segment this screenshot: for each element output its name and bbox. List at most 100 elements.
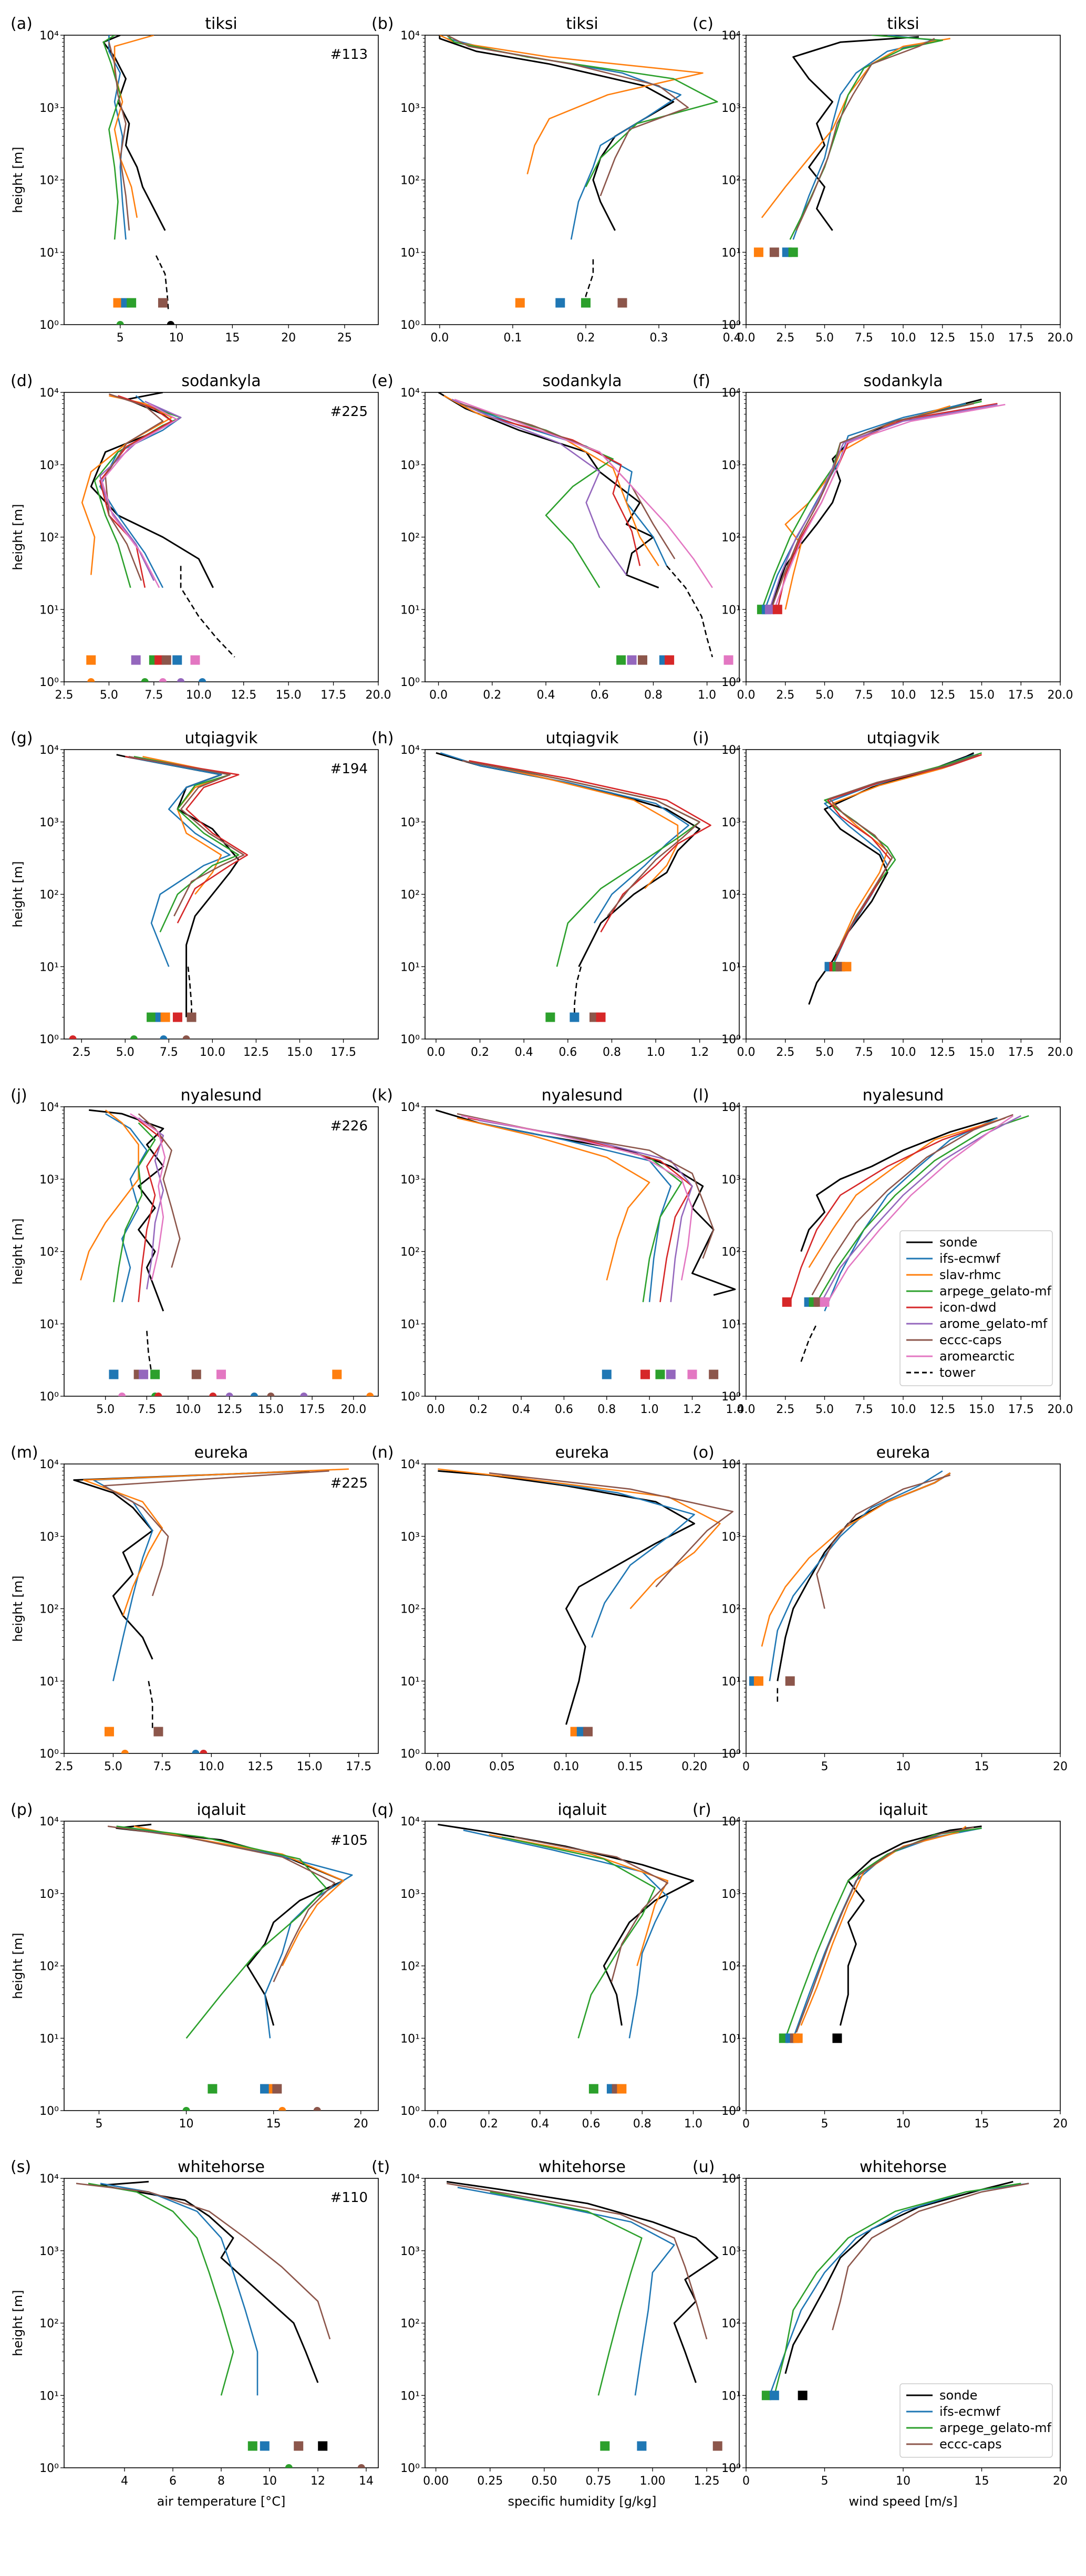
panel-d: 10⁰ 10¹ 10² 10³ 10⁴ height [m] 2.5 5.0 7.5 10.0 12…	[11, 372, 391, 702]
x-tick-label: 5.0	[815, 689, 834, 702]
surface-marker-arpege_gelato-mf	[147, 1012, 157, 1022]
series-line-ifs-ecmwf	[125, 756, 231, 967]
panel-title: sodankyla	[181, 372, 261, 390]
x-tick-label: 5.0	[815, 1046, 834, 1059]
series-line-ifs-ecmwf	[108, 35, 127, 240]
panel-frame	[425, 392, 740, 682]
x-tick-label: 0.0	[737, 1403, 756, 1416]
x-tick-label: 14	[359, 2475, 374, 2488]
sample-count: #194	[330, 761, 368, 777]
y-tick-label: 10¹	[39, 1675, 59, 1688]
y-tick-label: 10⁰	[400, 2462, 420, 2475]
panel-title: nyalesund	[863, 1086, 944, 1105]
x-tick-label: 0.2	[480, 2117, 498, 2131]
x-tick-label: 12.5	[216, 1403, 242, 1416]
surface-marker-eccc-caps	[153, 1727, 163, 1737]
series-line-sonde	[438, 1470, 696, 1725]
x-tick-label: 7.5	[153, 1760, 171, 1773]
panel-title: utqiagvik	[545, 729, 619, 747]
y-tick-label: 10³	[400, 816, 420, 829]
y-tick-label: 10⁰	[721, 2462, 741, 2475]
series-line-eccc-caps	[829, 754, 979, 954]
series-line-arpege_gelato-mf	[88, 2183, 234, 2396]
y-axis-label: height [m]	[11, 1575, 25, 1642]
panel-title: iqaluit	[878, 1801, 927, 1819]
panel-f: 10⁰ 10¹ 10² 10³ 10⁴ 0.0 2.5 5.0 7.5 10.0 12.5 15.0 1…	[692, 372, 1073, 702]
y-tick-label: 10³	[39, 1173, 59, 1187]
x-tick-label: 15.0	[258, 1403, 284, 1416]
y-tick-label: 10⁴	[39, 744, 59, 757]
y-tick-label: 10⁰	[721, 2105, 741, 2118]
y-tick-label: 10⁴	[39, 2173, 59, 2186]
sample-count: #225	[330, 1476, 368, 1491]
y-tick-label: 10³	[721, 1531, 741, 1544]
panel-label: (p)	[11, 1801, 33, 1819]
y-tick-label: 10²	[400, 532, 420, 545]
x-tick-label: 20	[354, 2117, 368, 2131]
surface-marker-icon-dwd	[209, 1393, 217, 1396]
y-tick-label: 10⁰	[39, 1390, 59, 1404]
surface-marker-ifs-ecmwf	[769, 2391, 779, 2401]
surface-marker-aromearctic	[216, 1369, 226, 1379]
series-group	[753, 35, 950, 257]
series-line-slav-rhmc	[443, 395, 659, 567]
x-tick-label: 2.5	[776, 689, 794, 702]
y-tick-label: 10³	[721, 2245, 741, 2258]
panel-q: 10⁰ 10¹ 10² 10³ 10⁴ 0.0 0.2 0.4 0.6 0.8 1.0 (q) iqal…	[371, 1801, 740, 2131]
x-tick-label: 20.0	[1048, 1046, 1073, 1059]
surface-marker-arome_gelato-mf	[764, 605, 774, 615]
y-tick-label: 10⁴	[39, 29, 59, 43]
series-line-slav-rhmc	[80, 1109, 139, 1281]
series-line-arpege_gelato-mf	[784, 1827, 982, 2039]
legend-entry: ifs-ecmwf	[939, 2404, 1000, 2419]
x-tick-label: 0.1	[503, 331, 522, 345]
y-tick-label: 10¹	[39, 1318, 59, 1331]
y-tick-label: 10⁴	[39, 1458, 59, 1471]
x-tick-label: 10	[262, 2475, 277, 2488]
surface-marker-slav-rhmc	[113, 298, 123, 308]
surface-marker-eccc-caps	[158, 298, 168, 308]
surface-marker-eccc-caps	[785, 1676, 795, 1686]
x-tick-label: 12.5	[231, 689, 256, 702]
series-line-arpege_gelato-mf	[116, 1825, 327, 2039]
panel-b: 10⁰ 10¹ 10² 10³ 10⁴ 0.0 0.1 0.2 0.3 0.4 (b) tiksi	[371, 15, 741, 345]
series-group	[102, 35, 174, 325]
series-group	[438, 1468, 734, 1737]
surface-marker-arpege_gelato-mf	[208, 2084, 218, 2094]
surface-marker-arpege_gelato-mf	[655, 1369, 665, 1379]
surface-marker-slav-rhmc	[104, 1727, 114, 1737]
surface-marker-slav-rhmc	[278, 2107, 286, 2111]
series-line-ifs-ecmwf	[457, 2186, 675, 2396]
surface-marker-arpege_gelato-mf	[127, 298, 137, 308]
panel-frame	[425, 1821, 740, 2111]
surface-marker-arome_gelato-mf	[627, 655, 637, 665]
panel-label: (o)	[692, 1443, 715, 1462]
x-tick-label: 5.0	[96, 1403, 115, 1416]
series-line-ifs-ecmwf	[105, 1113, 148, 1303]
x-tick-label: 0.4	[537, 689, 555, 702]
panel-k: 10⁰ 10¹ 10² 10³ 10⁴ 0.0 0.2 0.4 0.6 0.8 1.0 1.2 1.4 (…	[371, 1086, 744, 1416]
panel-frame	[64, 1821, 379, 2111]
x-tick-label: 20.0	[1048, 331, 1073, 345]
panel-c: 10⁰ 10¹ 10² 10³ 10⁴ 0.0 2.5 5.0 7.5 10.0 12.5 15.0 1…	[692, 15, 1073, 345]
series-group	[446, 2180, 722, 2451]
panel-label: (f)	[692, 372, 710, 390]
panel-label: (s)	[11, 2158, 31, 2176]
y-tick-label: 10⁴	[400, 1815, 420, 1829]
x-tick-label: 0.2	[483, 689, 501, 702]
y-axis-label: height [m]	[11, 1933, 25, 1999]
series-group	[80, 1109, 374, 1396]
surface-marker-icon-dwd	[172, 1012, 182, 1022]
x-tick-label: 0.20	[681, 1760, 707, 1773]
x-tick-label: 10.0	[891, 689, 916, 702]
series-group	[808, 752, 982, 1005]
surface-marker-ifs-ecmwf	[109, 1369, 119, 1379]
y-axis-label: height [m]	[11, 147, 25, 213]
y-tick-label: 10⁴	[400, 1458, 420, 1471]
surface-marker-icon-dwd	[665, 655, 675, 665]
panel-frame	[64, 749, 379, 1040]
series-line-icon-dwd	[827, 754, 982, 961]
x-tick-label: 0.00	[423, 2475, 449, 2488]
series-line-ifs-ecmwf	[478, 1122, 672, 1302]
